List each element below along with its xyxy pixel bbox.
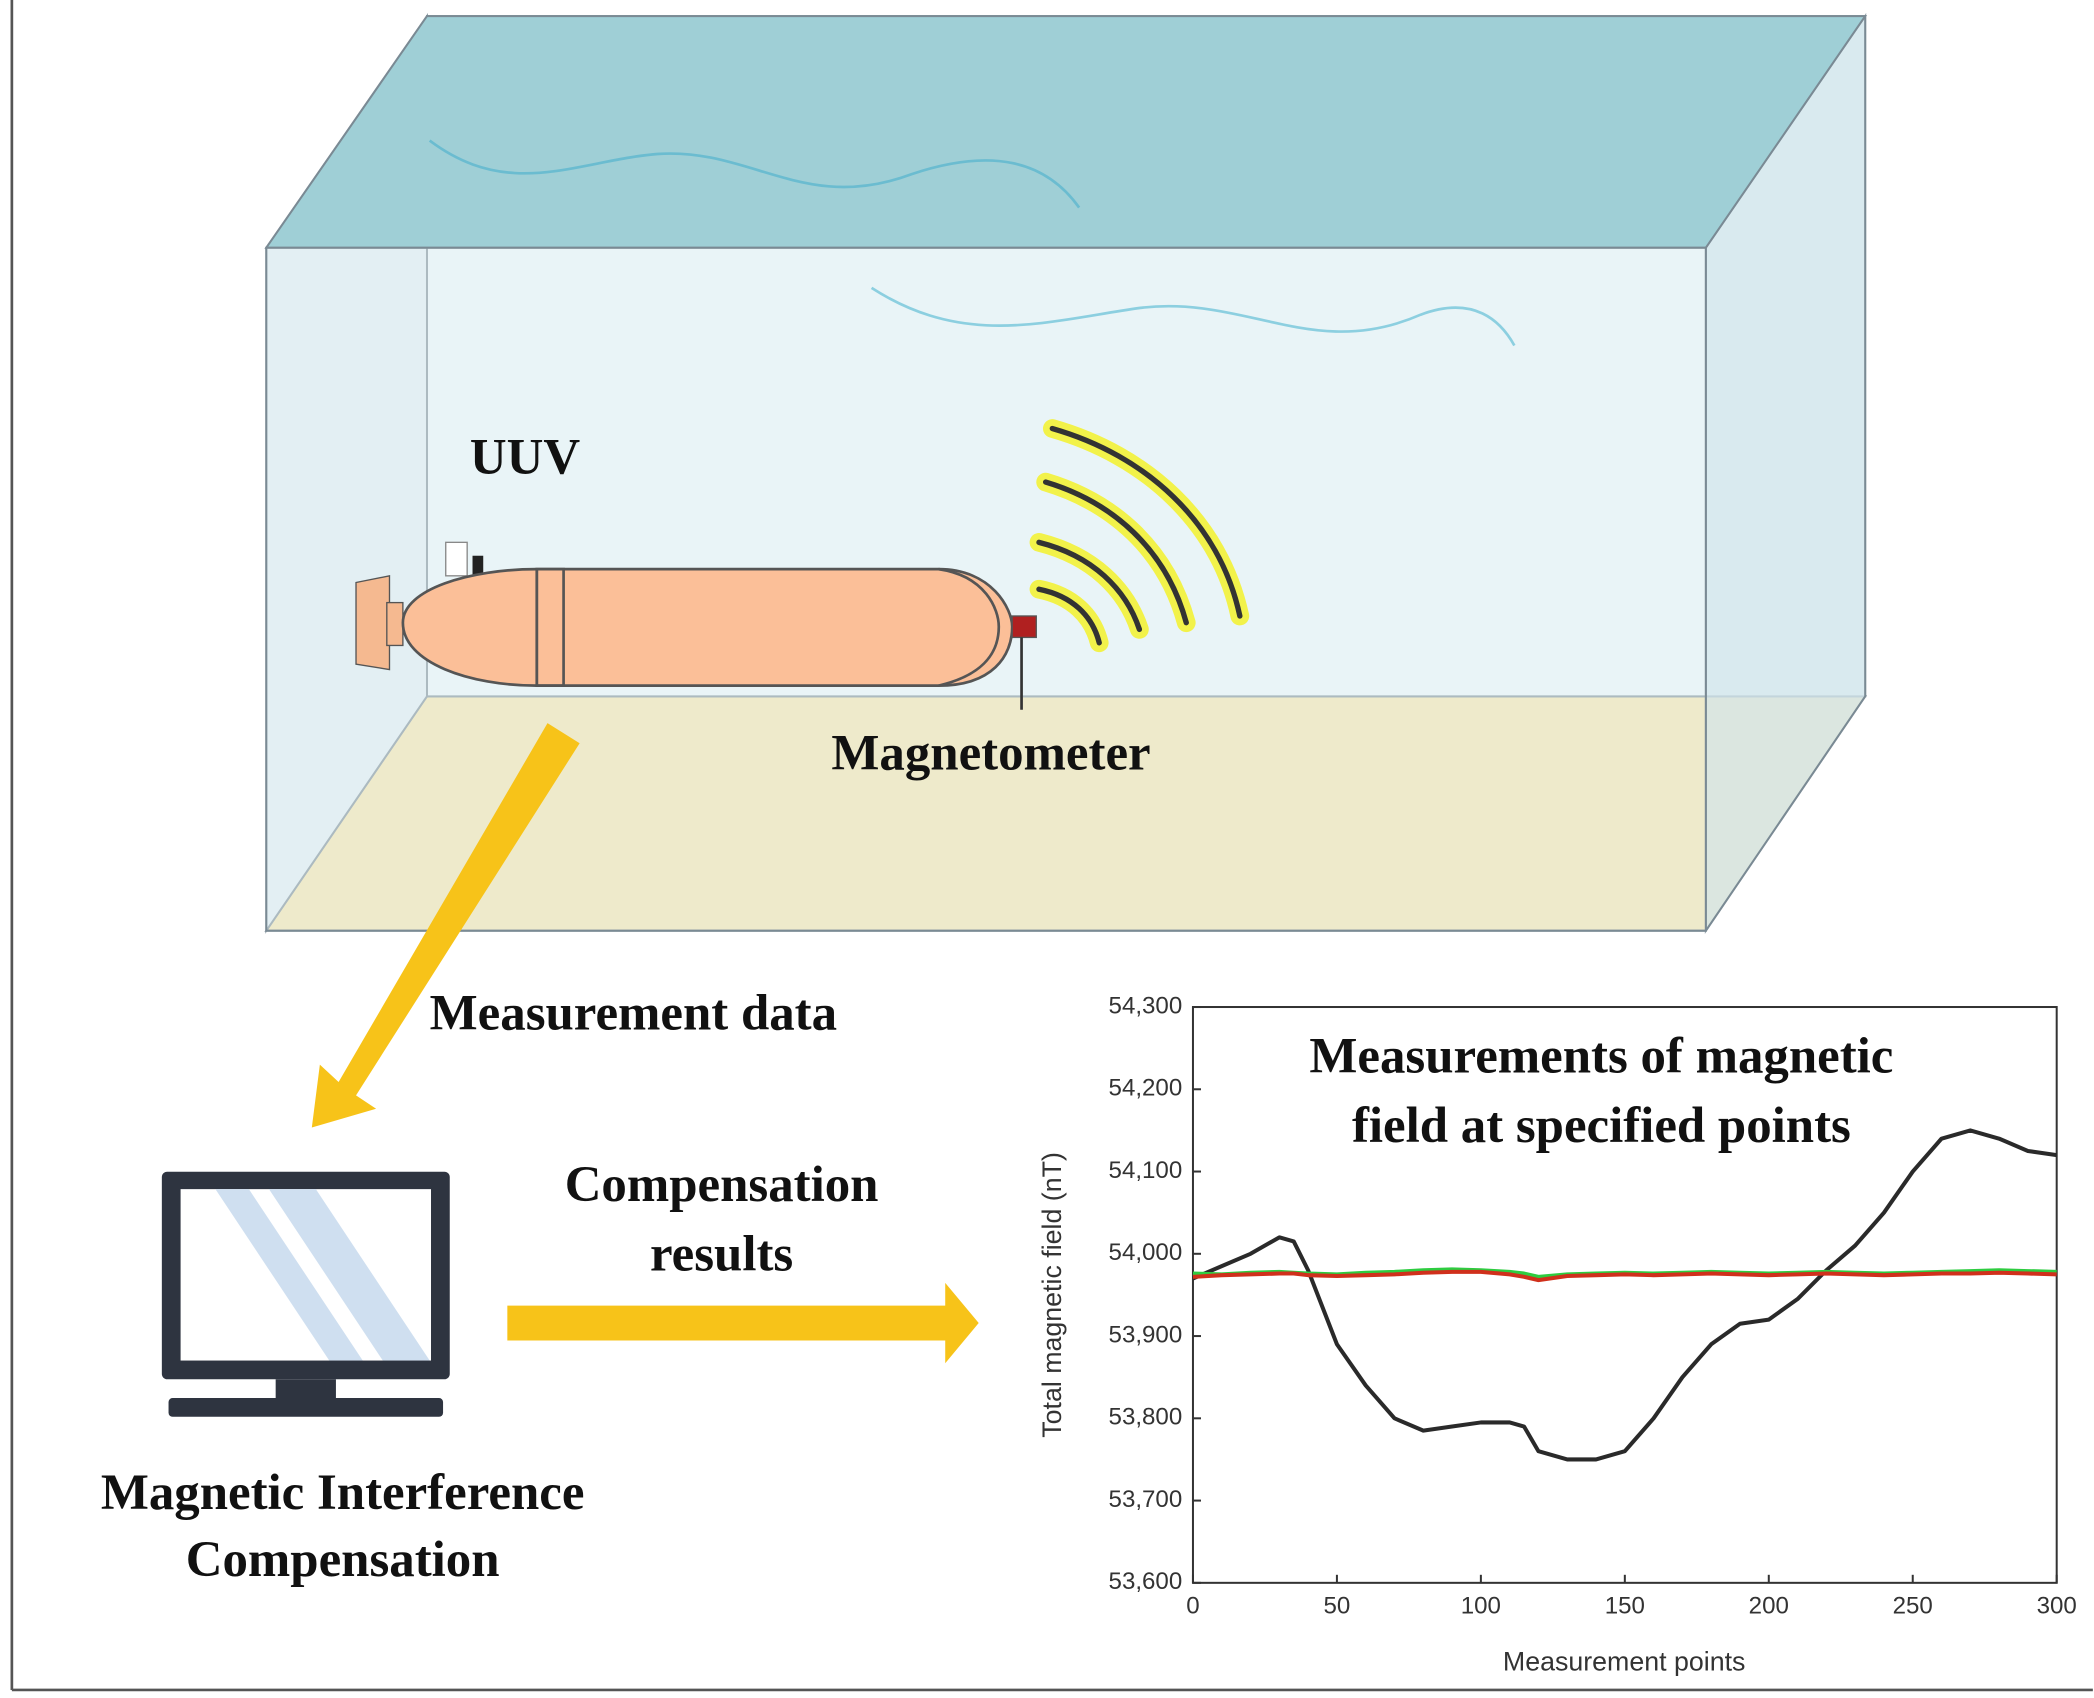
y-tick-label: 53,800 <box>1109 1404 1183 1431</box>
data-line <box>1192 1269 2057 1283</box>
x-tick-label: 250 <box>1893 1592 1933 1619</box>
x-axis-label: Measurement points <box>1503 1646 1745 1676</box>
compensation-results-label: results <box>650 1226 793 1282</box>
y-tick-label: 53,700 <box>1109 1486 1183 1513</box>
y-tick-label: 53,900 <box>1109 1321 1183 1348</box>
compensation-module-label: Magnetic Interference <box>101 1465 585 1521</box>
y-tick-label: 54,000 <box>1109 1239 1183 1266</box>
x-tick-label: 100 <box>1461 1592 1501 1619</box>
x-tick-label: 200 <box>1749 1592 1789 1619</box>
wave <box>428 139 1081 209</box>
uuv-label: UUV <box>470 430 580 486</box>
signal-waves <box>1029 419 1250 653</box>
monitor-icon <box>161 1171 450 1417</box>
compensation-results-label: Compensation <box>565 1157 879 1213</box>
y-tick-label: 54,100 <box>1109 1157 1183 1184</box>
x-tick-label: 0 <box>1186 1592 1199 1619</box>
arrow <box>311 723 580 1128</box>
y-axis-label: Total magnetic field (nT) <box>1037 1152 1067 1438</box>
data-line <box>1192 1128 2057 1462</box>
x-tick-label: 50 <box>1324 1592 1351 1619</box>
compensation-module-label: Compensation <box>186 1532 500 1588</box>
measurement-data-label: Measurement data <box>430 985 837 1041</box>
magnetometer-label: Magnetometer <box>831 726 1150 782</box>
x-tick-label: 300 <box>2037 1592 2077 1619</box>
y-tick-label: 54,300 <box>1109 992 1183 1019</box>
wave <box>870 286 1516 347</box>
chart-title: field at specified points <box>1352 1098 1851 1154</box>
uuv <box>355 541 1037 710</box>
x-tick-label: 150 <box>1605 1592 1645 1619</box>
chart-title: Measurements of magnetic <box>1309 1028 1893 1084</box>
y-tick-label: 53,600 <box>1109 1568 1183 1595</box>
y-tick-label: 54,200 <box>1109 1075 1183 1102</box>
plot-area <box>1191 1006 2058 1584</box>
arrow <box>507 1282 979 1364</box>
tank-top <box>264 15 1868 249</box>
